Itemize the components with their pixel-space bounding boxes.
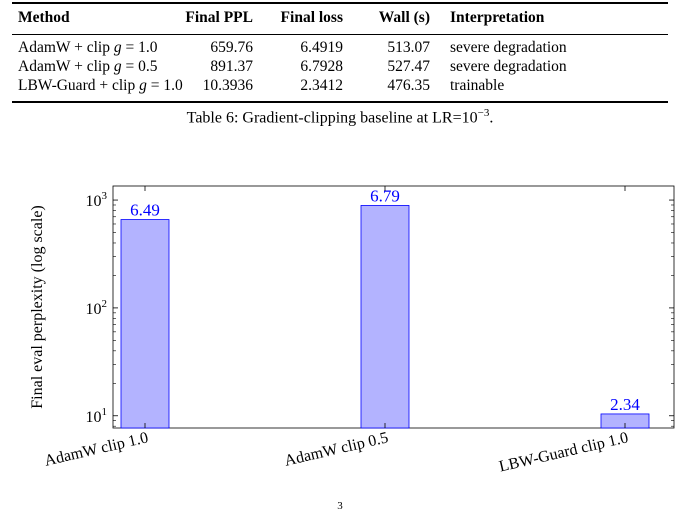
- table-caption: Table 6: Gradient-clipping baseline at L…: [186, 107, 494, 127]
- bar-value-label: 6.79: [370, 186, 400, 205]
- x-tick-label: LBW-Guard clip 1.0: [497, 429, 629, 475]
- row-1-method: AdamW + clip g = 1.0: [18, 39, 158, 56]
- table-top-rule: [12, 2, 668, 4]
- header-final-ppl: Final PPL: [185, 9, 253, 26]
- header-interpretation: Interpretation: [450, 9, 545, 26]
- table-header-rule: [12, 34, 668, 35]
- row-1-ppl: 659.76: [210, 39, 253, 56]
- header-final-loss: Final loss: [280, 9, 343, 26]
- y-tick-label: 101: [86, 406, 108, 426]
- y-axis-label: Final eval perplexity (log scale): [29, 205, 46, 408]
- table-bottom-rule: [12, 101, 668, 103]
- perplexity-bar-chart: 101 102 103 Final eval perplexity (log scal…: [29, 185, 675, 476]
- row-2-interpretation: severe degradation: [450, 58, 567, 75]
- bar-value-label: 6.49: [130, 201, 160, 220]
- x-tick-label: AdamW clip 1.0: [43, 429, 150, 469]
- row-3-ppl: 10.3936: [202, 77, 253, 94]
- x-tick-label: AdamW clip 0.5: [283, 429, 390, 469]
- row-3-method: LBW-Guard + clip g = 1.0: [18, 77, 183, 94]
- row-1-loss: 6.4919: [300, 39, 343, 56]
- header-method: Method: [18, 9, 70, 26]
- row-2-loss: 6.7928: [300, 58, 343, 75]
- y-tick-label: 102: [86, 298, 108, 318]
- row-1-interpretation: severe degradation: [450, 39, 567, 56]
- bar: [360, 205, 410, 429]
- bar-value-label: 2.34: [610, 395, 640, 414]
- row-2-ppl: 891.37: [210, 58, 253, 75]
- bar: [120, 219, 170, 429]
- row-2-method: AdamW + clip g = 0.5: [18, 58, 158, 75]
- row-3-wall: 476.35: [387, 77, 430, 94]
- row-2-wall: 527.47: [387, 58, 430, 75]
- header-wall: Wall (s): [378, 9, 430, 26]
- row-3-loss: 2.3412: [300, 77, 343, 94]
- figure-caption: 3: [337, 500, 343, 512]
- y-tick-label: 103: [86, 190, 108, 210]
- row-1-wall: 513.07: [387, 39, 430, 56]
- row-3-interpretation: trainable: [450, 77, 505, 94]
